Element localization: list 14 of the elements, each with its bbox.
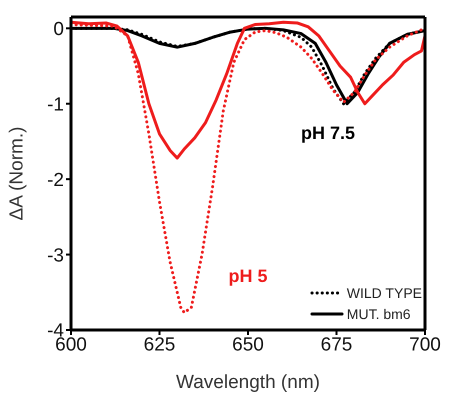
y-tick-label: -2 — [47, 170, 64, 191]
y-axis-title: ΔA (Norm.) — [6, 126, 28, 220]
y-tick-label: -1 — [47, 94, 64, 116]
x-tick-label: 675 — [320, 334, 352, 356]
y-tick-label: 0 — [53, 19, 64, 40]
x-tick-label: 625 — [144, 334, 176, 356]
x-tick-label: 650 — [232, 334, 264, 356]
x-tick-label: 700 — [409, 334, 441, 356]
annotation: pH 7.5 — [300, 123, 356, 144]
annotation: pH 5 — [228, 266, 268, 287]
x-axis-title: Wavelength (nm) — [176, 372, 320, 393]
legend-label: WILD TYPE — [346, 284, 422, 300]
legend-label: MUT. bm6 — [346, 306, 411, 322]
y-tick-label: -3 — [47, 245, 64, 266]
